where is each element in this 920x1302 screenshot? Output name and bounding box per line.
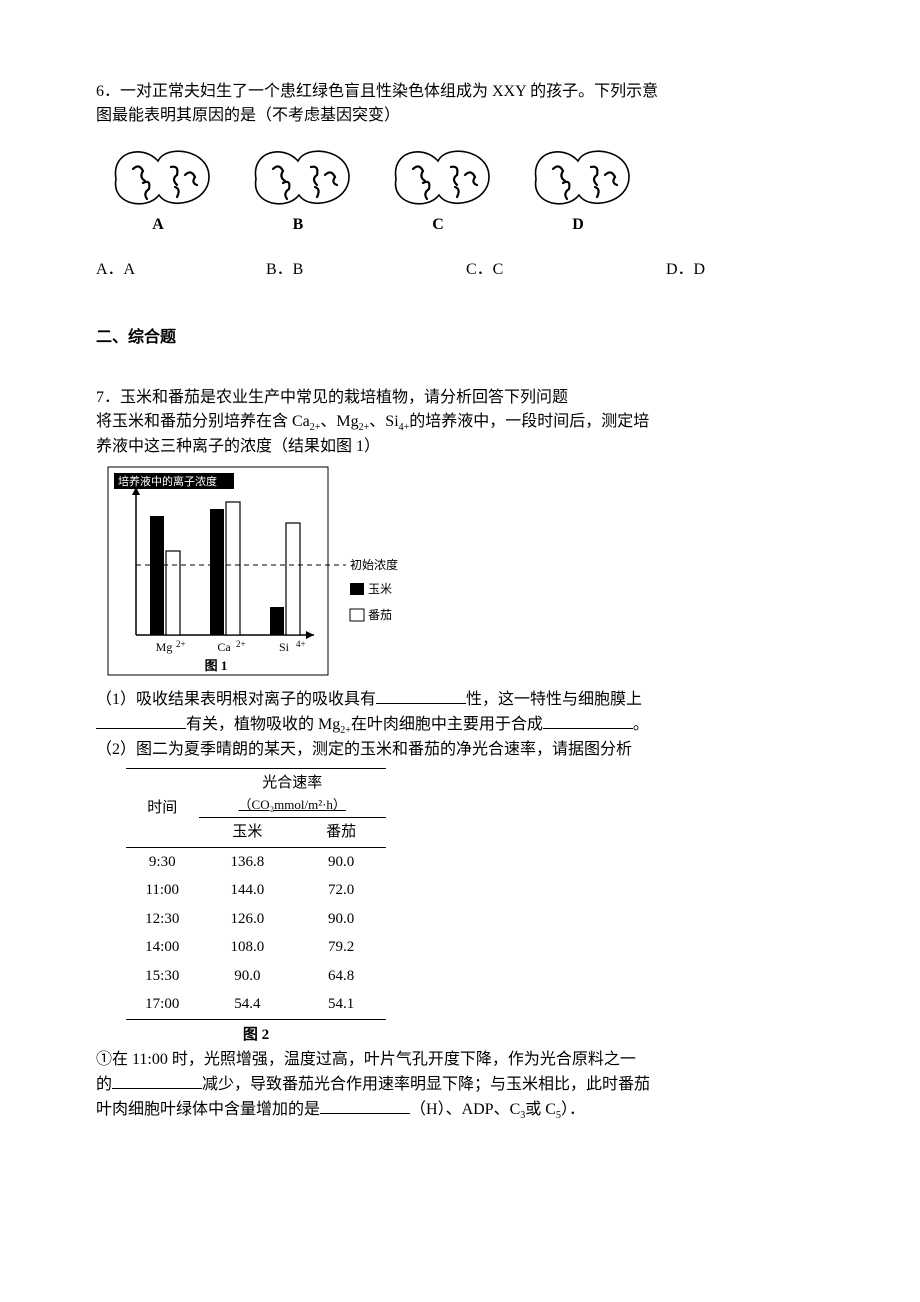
q7-p1a: （1）吸收结果表明根对离子的吸收具有 bbox=[96, 691, 376, 708]
table-row: 14:00108.079.2 bbox=[126, 933, 386, 962]
sub-col-0: 玉米 bbox=[199, 818, 297, 848]
svg-text:C: C bbox=[432, 216, 444, 233]
q7-line2: 将玉米和番茄分别培养在含 Ca2+、Mg2+、Si4+的培养液中，一段时间后，测… bbox=[96, 410, 824, 435]
table-row: 11:00144.072.0 bbox=[126, 876, 386, 905]
table-cell: 90.0 bbox=[296, 847, 386, 876]
blank-1 bbox=[376, 687, 466, 704]
svg-text:B: B bbox=[293, 216, 304, 233]
col-rate-l2: （CO₂mmol/m²·h） bbox=[205, 795, 381, 815]
table-cell: 17:00 bbox=[126, 990, 199, 1019]
col-rate: 光合速率 （CO₂mmol/m²·h） bbox=[199, 769, 387, 818]
q7-line1: 7．玉米和番茄是农业生产中常见的栽培植物，请分析回答下列问题 bbox=[96, 386, 824, 410]
table-cell: 144.0 bbox=[199, 876, 297, 905]
svg-text:图 1: 图 1 bbox=[205, 658, 228, 673]
q7-p2: （2）图二为夏季晴朗的某天，测定的玉米和番茄的净光合速率，请据图分析 bbox=[96, 738, 824, 762]
table-cell: 14:00 bbox=[126, 933, 199, 962]
q7-p3-l3a: 叶肉细胞叶绿体中含量增加的是 bbox=[96, 1101, 320, 1118]
q7-table: 时间 光合速率 （CO₂mmol/m²·h） 玉米 番茄 9:30136.890… bbox=[126, 768, 386, 1046]
q7-p3-l1: ①在 11:00 时，光照增强，温度过高，叶片气孔开度下降，作为光合原料之一 bbox=[96, 1048, 824, 1072]
table-row: 15:3090.064.8 bbox=[126, 962, 386, 991]
q7-p1b: 性，这一特性与细胞膜上 bbox=[466, 691, 642, 708]
svg-text:Si: Si bbox=[279, 640, 290, 654]
table-cell: 108.0 bbox=[199, 933, 297, 962]
q7-sub-mg2: 2+ bbox=[340, 725, 351, 736]
q7-p3-l2b: 减少，导致番茄光合作用速率明显下降；与玉米相比，此时番茄 bbox=[202, 1076, 650, 1093]
q7-l2d: 的培养液中，一段时间后，测定培 bbox=[409, 413, 649, 430]
q6-line1: 6．一对正常夫妇生了一个患红绿色盲且性染色体组成为 XXY 的孩子。下列示意 bbox=[96, 80, 824, 104]
table-cell: 9:30 bbox=[126, 847, 199, 876]
q7-p1-l2: 有关，植物吸收的 Mg2+在叶肉细胞中主要用于合成 。 bbox=[96, 712, 824, 738]
q7-p1e: 。 bbox=[633, 716, 649, 733]
table-row: 9:30136.890.0 bbox=[126, 847, 386, 876]
q7-p1d: 在叶肉细胞中主要用于合成 bbox=[351, 716, 543, 733]
table-cell: 64.8 bbox=[296, 962, 386, 991]
q7-p3-l2a: 的 bbox=[96, 1076, 112, 1093]
q7-p1c: 有关，植物吸收的 Mg bbox=[186, 716, 340, 733]
section2-title: 二、综合题 bbox=[96, 326, 824, 350]
q7-sub-si: 4+ bbox=[399, 422, 410, 433]
q6-opt-b: B．B bbox=[266, 258, 466, 282]
svg-text:A: A bbox=[152, 216, 164, 233]
q6-opt-d: D．D bbox=[666, 258, 786, 282]
table-cell: 54.1 bbox=[296, 990, 386, 1019]
q7-p3-l3c: 或 C bbox=[525, 1101, 556, 1118]
table-cell: 12:30 bbox=[126, 905, 199, 934]
q7-p1-l1: （1）吸收结果表明根对离子的吸收具有 性，这一特性与细胞膜上 bbox=[96, 687, 824, 712]
q6-diagram: A B C D bbox=[96, 134, 824, 254]
blank-2 bbox=[96, 712, 186, 729]
svg-text:4+: 4+ bbox=[296, 639, 306, 649]
sub-col-1: 番茄 bbox=[296, 818, 386, 848]
q7-l2b: 、Mg bbox=[320, 413, 358, 430]
table-cell: 136.8 bbox=[199, 847, 297, 876]
table-cell: 79.2 bbox=[296, 933, 386, 962]
svg-text:番茄: 番茄 bbox=[368, 608, 392, 622]
q7-l2a: 将玉米和番茄分别培养在含 Ca bbox=[96, 413, 310, 430]
col-time: 时间 bbox=[126, 769, 199, 848]
table-row: 17:0054.454.1 bbox=[126, 990, 386, 1019]
blank-3 bbox=[543, 712, 633, 729]
table-cell: 72.0 bbox=[296, 876, 386, 905]
q7-sub-ca: 2+ bbox=[310, 422, 321, 433]
svg-text:Ca: Ca bbox=[217, 640, 231, 654]
blank-5 bbox=[320, 1097, 410, 1114]
blank-4 bbox=[112, 1072, 202, 1089]
fig2-caption: 图 2 bbox=[126, 1024, 386, 1047]
col-rate-l1: 光合速率 bbox=[205, 772, 381, 795]
q7-chart: 培养液中的离子浓度Mg2+Ca2+Si4+初始浓度玉米番茄图 1 bbox=[106, 465, 824, 685]
q7-p3-l3b: （H）、ADP、C bbox=[410, 1101, 520, 1118]
svg-text:初始浓度: 初始浓度 bbox=[350, 557, 398, 572]
table-cell: 126.0 bbox=[199, 905, 297, 934]
table-cell: 54.4 bbox=[199, 990, 297, 1019]
q7-l2c: 、Si bbox=[369, 413, 398, 430]
table-cell: 15:30 bbox=[126, 962, 199, 991]
q7-p3-l3: 叶肉细胞叶绿体中含量增加的是（H）、ADP、C3或 C5）． bbox=[96, 1097, 824, 1123]
q6-opt-c: C．C bbox=[466, 258, 666, 282]
table-cell: 90.0 bbox=[199, 962, 297, 991]
table-cell: 11:00 bbox=[126, 876, 199, 905]
q7-p3-l3d: ）． bbox=[561, 1101, 585, 1118]
svg-text:D: D bbox=[572, 216, 584, 233]
svg-text:Mg: Mg bbox=[156, 640, 173, 654]
table-row: 12:30126.090.0 bbox=[126, 905, 386, 934]
svg-text:培养液中的离子浓度: 培养液中的离子浓度 bbox=[118, 474, 217, 488]
q6-line2: 图最能表明其原因的是（不考虑基因突变） bbox=[96, 104, 824, 128]
q6-opt-a: A．A bbox=[96, 258, 266, 282]
q7-line3: 养液中这三种离子的浓度（结果如图 1） bbox=[96, 435, 824, 459]
q7-sub-mg: 2+ bbox=[359, 422, 370, 433]
svg-text:2+: 2+ bbox=[236, 639, 246, 649]
q6-options: A．A B．B C．C D．D bbox=[96, 258, 824, 282]
svg-text:2+: 2+ bbox=[176, 639, 186, 649]
svg-text:玉米: 玉米 bbox=[368, 582, 392, 596]
table-cell: 90.0 bbox=[296, 905, 386, 934]
q7-p3-l2: 的 减少，导致番茄光合作用速率明显下降；与玉米相比，此时番茄 bbox=[96, 1072, 824, 1097]
